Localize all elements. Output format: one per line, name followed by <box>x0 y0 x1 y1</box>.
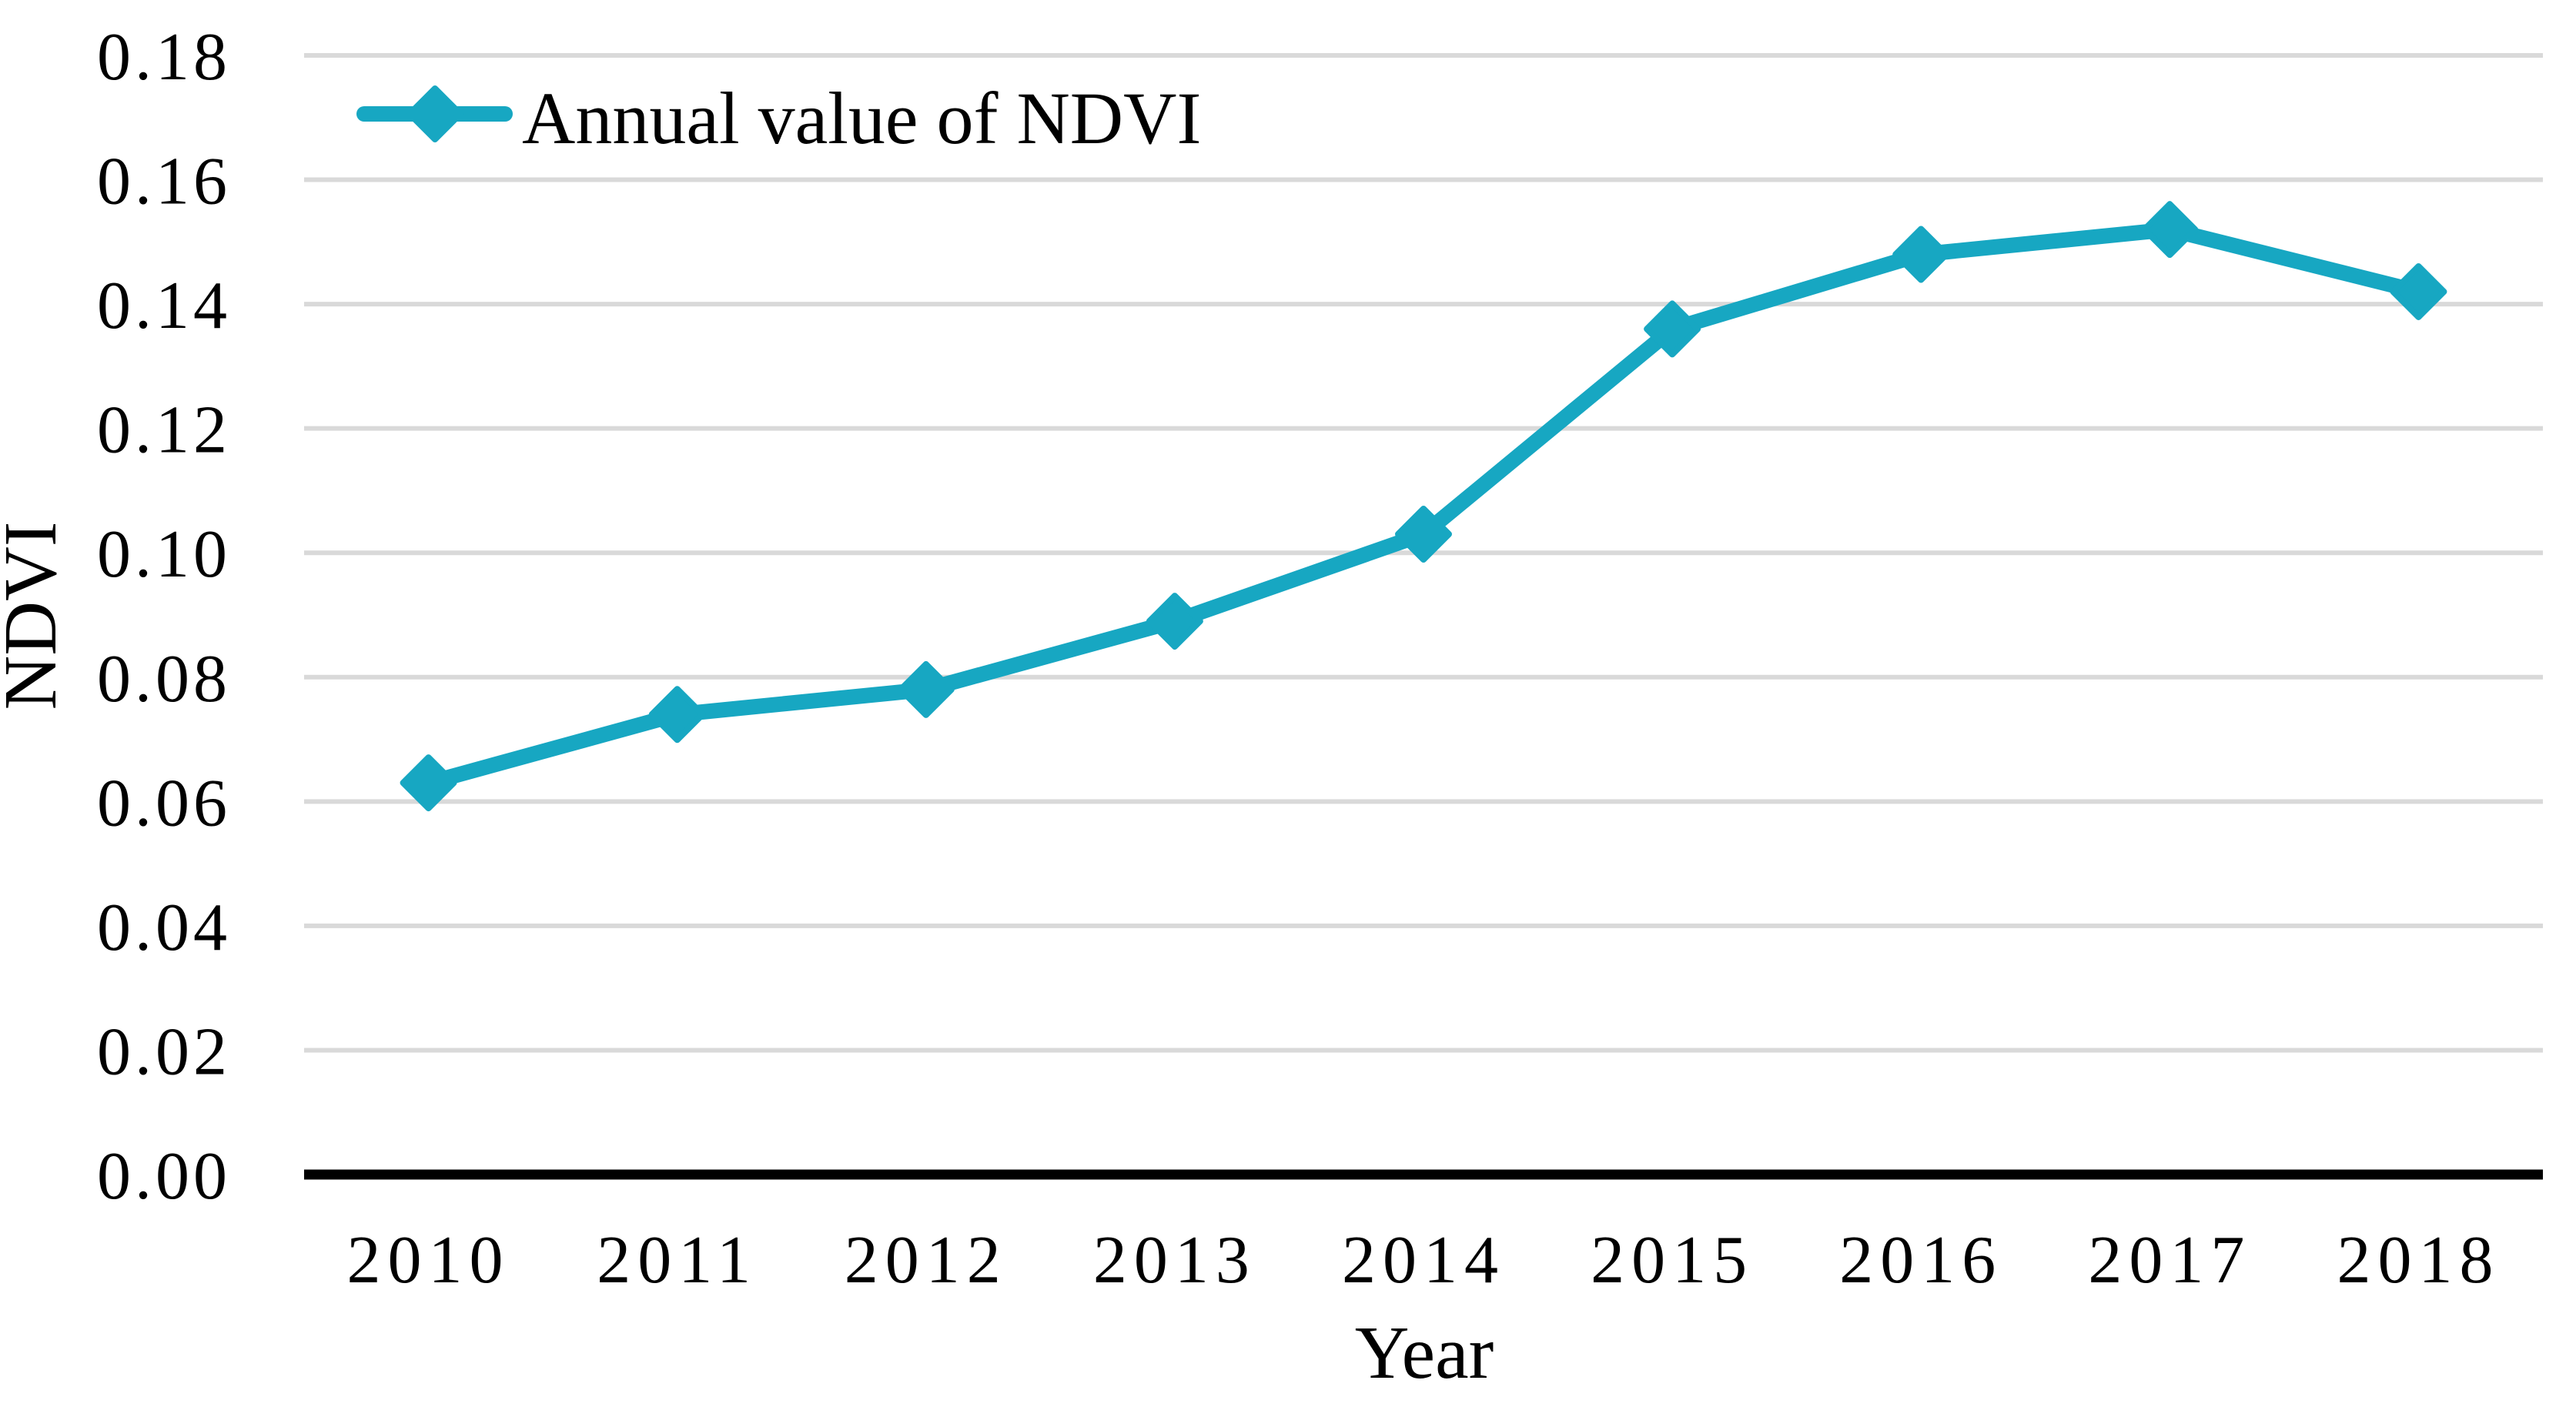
y-tick-label: 0.18 <box>97 20 231 95</box>
data-point-diamond-marker <box>1146 593 1203 650</box>
data-point-diamond-marker <box>648 686 706 744</box>
y-tick-label: 0.10 <box>97 517 231 592</box>
data-point-diamond-marker <box>2390 262 2447 320</box>
y-tick-label: 0.02 <box>97 1014 231 1089</box>
y-tick-label: 0.04 <box>97 891 231 965</box>
series-group <box>400 201 2447 812</box>
y-axis-title: NDVI <box>0 522 72 710</box>
data-point-diamond-marker <box>2141 201 2199 259</box>
legend-diamond-marker <box>406 85 463 142</box>
legend-label: Annual value of NDVI <box>522 77 1201 159</box>
x-tick-label: 2017 <box>2088 1223 2251 1298</box>
x-tick-labels-group: 2010 2011 2012 2013 2014 2015 2016 2017 2018 <box>347 1223 2500 1298</box>
data-point-diamond-marker <box>1395 505 1452 563</box>
x-tick-label: 2014 <box>1342 1223 1505 1298</box>
data-point-diamond-marker <box>1892 226 1950 283</box>
legend: Annual value of NDVI <box>356 77 1201 159</box>
y-tick-label: 0.12 <box>97 393 231 468</box>
x-tick-label: 2016 <box>1839 1223 2002 1298</box>
y-tick-label: 0.06 <box>97 766 231 841</box>
y-tick-labels-group: 0.00 0.02 0.04 0.06 0.08 0.10 0.12 0.14 0.16 0.18 <box>97 20 231 1214</box>
x-axis-title: Year <box>1355 1312 1494 1395</box>
y-tick-label: 0.14 <box>97 269 231 343</box>
data-point-diamond-marker <box>400 754 457 812</box>
y-tick-label: 0.08 <box>97 642 231 717</box>
y-tick-label: 0.16 <box>97 145 231 219</box>
data-point-diamond-marker <box>897 660 955 718</box>
x-tick-label: 2018 <box>2337 1223 2500 1298</box>
x-tick-label: 2015 <box>1591 1223 1754 1298</box>
y-tick-label: 0.00 <box>97 1139 231 1214</box>
x-tick-label: 2012 <box>845 1223 1008 1298</box>
x-tick-label: 2013 <box>1093 1223 1256 1298</box>
x-tick-label: 2010 <box>347 1223 510 1298</box>
data-point-diamond-marker <box>1644 300 1701 358</box>
x-tick-label: 2011 <box>597 1223 758 1298</box>
